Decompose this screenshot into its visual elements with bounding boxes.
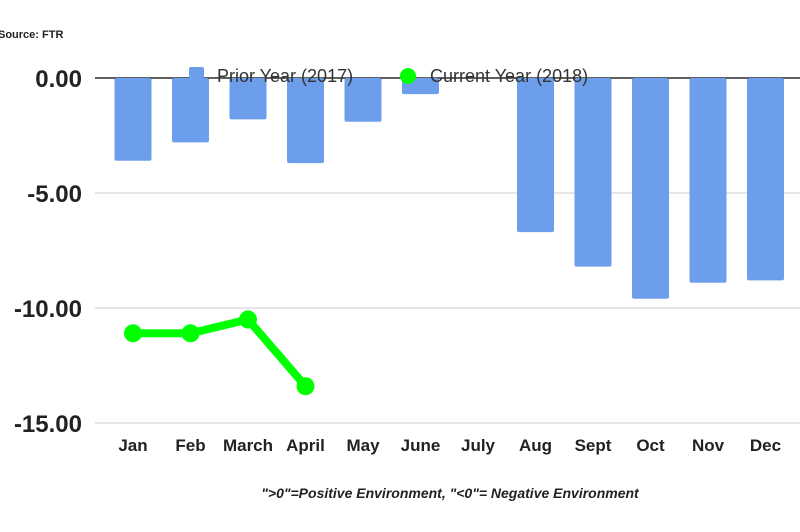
footnote: ">0"=Positive Environment, "<0"= Negativ…: [261, 485, 639, 501]
y-tick-label: -10.00: [14, 296, 82, 323]
x-tick-label: March: [223, 436, 273, 455]
bar-sept: [574, 78, 612, 267]
x-tick-label: May: [346, 436, 380, 455]
y-tick-label: 0.00: [35, 66, 82, 93]
source-label: Source: FTR: [0, 29, 64, 41]
bar-may: [344, 78, 382, 122]
point-jan: [124, 324, 142, 343]
bar-nov: [689, 78, 727, 283]
x-tick-label: July: [461, 436, 496, 455]
x-tick-label: Nov: [692, 436, 725, 455]
line-current-year: [133, 315, 309, 389]
bar-march: [229, 78, 267, 120]
y-tick-label: -5.00: [27, 181, 82, 208]
legend-swatch-prior-year: [189, 67, 204, 85]
x-tick-label: April: [286, 436, 325, 455]
x-tick-label: Oct: [636, 436, 665, 455]
x-tick-label: June: [401, 436, 441, 455]
bar-feb: [172, 78, 209, 143]
x-tick-label: Feb: [175, 436, 205, 455]
x-tick-label: Aug: [519, 436, 552, 455]
point-april: [296, 377, 315, 396]
bar-jan: [114, 78, 152, 161]
x-tick-label: Sept: [575, 436, 612, 455]
bar-april: [287, 78, 324, 164]
x-tick-label: Jan: [118, 436, 147, 455]
point-march: [239, 310, 257, 329]
point-feb: [181, 324, 200, 343]
bar-aug: [517, 78, 554, 233]
y-tick-label: -15.00: [14, 411, 82, 438]
bar-dec: [747, 78, 784, 281]
x-tick-label: Dec: [750, 436, 781, 455]
legend-label-prior-year: Prior Year (2017): [217, 66, 353, 86]
legend-swatch-current-year: [400, 68, 416, 84]
bar-oct: [632, 78, 669, 299]
legend-label-current-year: Current Year (2018): [430, 66, 588, 86]
